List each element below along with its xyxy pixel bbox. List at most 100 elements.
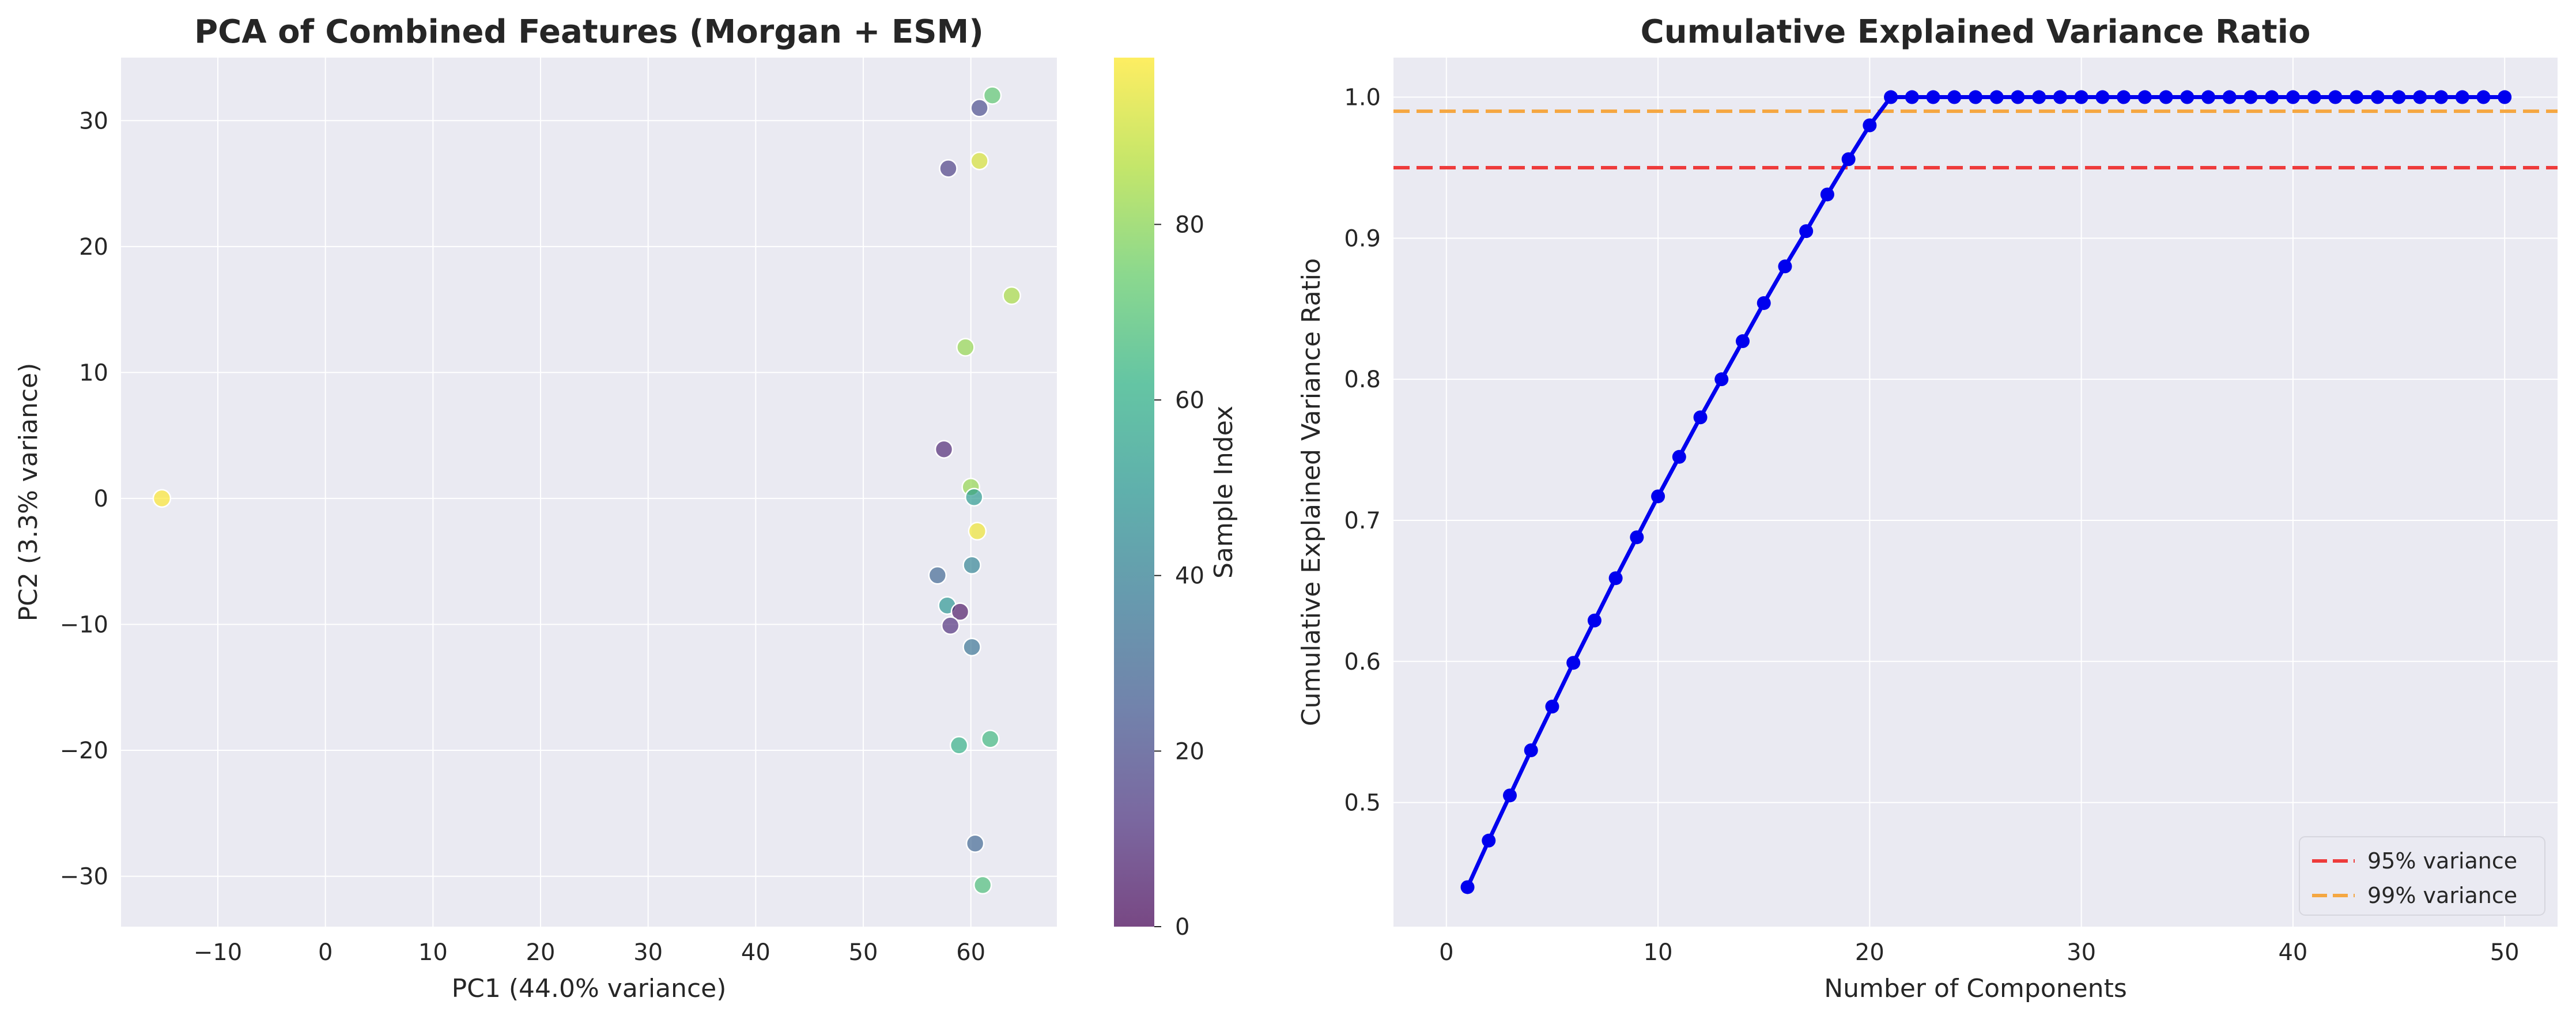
pca-point	[962, 556, 981, 575]
pca-chart-title: PCA of Combined Features (Morgan + ESM)	[194, 13, 984, 51]
colorbar-tick-label: 80	[1175, 211, 1204, 238]
cev-point	[2137, 90, 2152, 104]
pca-x-tick-label: 20	[526, 939, 556, 966]
cev-y-axis-label: Cumulative Explained Variance Ratio	[1297, 258, 1326, 726]
pca-point	[962, 637, 981, 657]
cev-point	[2307, 90, 2321, 104]
cev-y-tick-label: 0.6	[1344, 649, 1381, 675]
pca-point	[983, 86, 1002, 105]
cev-point	[1736, 334, 1750, 349]
pca-point	[965, 834, 985, 853]
cev-y-tick-label: 0.5	[1344, 790, 1381, 817]
cev-plot-area	[1393, 58, 2558, 927]
colorbar-tick-label: 20	[1175, 738, 1204, 765]
colorbar-tick-label: 40	[1175, 563, 1204, 590]
cev-x-tick-label: 30	[2067, 939, 2096, 966]
cev-threshold-lines	[1393, 109, 2558, 169]
pca-x-tick-label: 10	[418, 939, 448, 966]
pca-x-tick-label: 60	[956, 939, 985, 966]
cev-point	[2350, 90, 2364, 104]
colorbar-tick-label: 60	[1175, 387, 1204, 414]
pca-point	[940, 616, 960, 635]
cev-x-tick-label: 40	[2278, 939, 2307, 966]
cev-point	[1524, 743, 1538, 757]
cev-point	[2476, 90, 2491, 104]
cev-point	[1587, 613, 1601, 628]
pca-point	[950, 602, 970, 621]
pca-x-axis-label: PC1 (44.0% variance)	[452, 974, 727, 1003]
cev-point	[1545, 700, 1559, 714]
cev-x-tick-label: 50	[2490, 939, 2520, 966]
pca-points	[152, 86, 1021, 895]
cev-x-tick-label: 0	[1439, 939, 1453, 966]
cev-x-axis-label: Number of Components	[1824, 974, 2127, 1003]
cev-point	[1778, 259, 1792, 274]
colorbar-gradient	[1114, 58, 1154, 927]
pca-point	[973, 875, 992, 895]
pca-point	[1002, 286, 1021, 305]
cev-point	[2180, 90, 2194, 104]
cev-legend-label: 99% variance	[2367, 883, 2517, 908]
cev-point	[1905, 90, 1919, 104]
cev-point	[2455, 90, 2469, 104]
cev-point	[2286, 90, 2300, 104]
cev-point	[1841, 152, 1856, 167]
cev-x-tick-label: 10	[1644, 939, 1673, 966]
pca-x-tick-labels: −10 0 10 20 30 40 50 60	[194, 939, 985, 966]
pca-y-tick-label: −30	[60, 864, 108, 890]
pca-point	[928, 565, 947, 585]
pca-point	[970, 99, 989, 118]
cev-point	[2011, 90, 2025, 104]
pca-y-tick-label: −10	[60, 611, 108, 638]
cev-chart-title: Cumulative Explained Variance Ratio	[1641, 13, 2311, 51]
cev-point	[2243, 90, 2258, 104]
cev-point	[1799, 224, 1814, 239]
pca-x-tick-label: −10	[194, 939, 242, 966]
cev-point	[1630, 530, 1644, 545]
cev-point	[1651, 489, 1665, 504]
pca-point	[965, 488, 984, 507]
pca-point	[934, 440, 954, 459]
cev-y-tick-label: 0.9	[1344, 225, 1381, 252]
cev-point	[1693, 410, 1708, 425]
colorbar-label: Sample Index	[1209, 406, 1238, 579]
colorbar-tick-labels: 0 20 40 60 80	[1154, 211, 1204, 940]
cev-point	[1503, 788, 1517, 803]
pca-gridlines	[121, 58, 1057, 927]
pca-point	[981, 730, 1000, 749]
pca-point	[939, 159, 958, 178]
pca-plot-area	[121, 58, 1057, 927]
pca-y-tick-labels: −30 −20 −10 0 10 20 30	[60, 108, 108, 890]
cev-point	[2117, 90, 2131, 104]
cev-point	[2159, 90, 2173, 104]
pca-x-tick-label: 0	[318, 939, 333, 966]
cev-point	[1460, 880, 1475, 894]
cev-point	[2095, 90, 2110, 104]
pca-y-tick-label: 20	[79, 234, 108, 260]
cev-point	[1566, 656, 1581, 670]
pca-point	[949, 736, 969, 755]
cev-point	[2201, 90, 2215, 104]
cev-point	[2053, 90, 2067, 104]
cev-point	[2074, 90, 2088, 104]
pca-y-tick-label: 30	[79, 108, 108, 134]
cev-point	[2413, 90, 2427, 104]
pca-y-tick-label: −20	[60, 738, 108, 764]
cev-series	[1460, 90, 2512, 894]
pca-point	[956, 338, 975, 357]
cev-point	[1482, 833, 1496, 848]
cev-point	[1608, 571, 1623, 585]
cev-legend: 95% variance 99% variance	[2299, 836, 2545, 916]
cev-point	[2265, 90, 2279, 104]
pca-x-tick-label: 50	[849, 939, 878, 966]
cev-point	[2222, 90, 2237, 104]
cev-legend-frame	[2299, 836, 2545, 916]
cev-point	[2328, 90, 2343, 104]
cumulative-variance-panel: Cumulative Explained Variance Ratio 0 10 2…	[1297, 13, 2558, 1003]
cev-point	[1884, 90, 1898, 104]
cev-point	[1672, 449, 1686, 464]
pca-x-tick-label: 30	[633, 939, 663, 966]
cev-point	[2370, 90, 2385, 104]
pca-y-tick-label: 10	[79, 360, 108, 386]
